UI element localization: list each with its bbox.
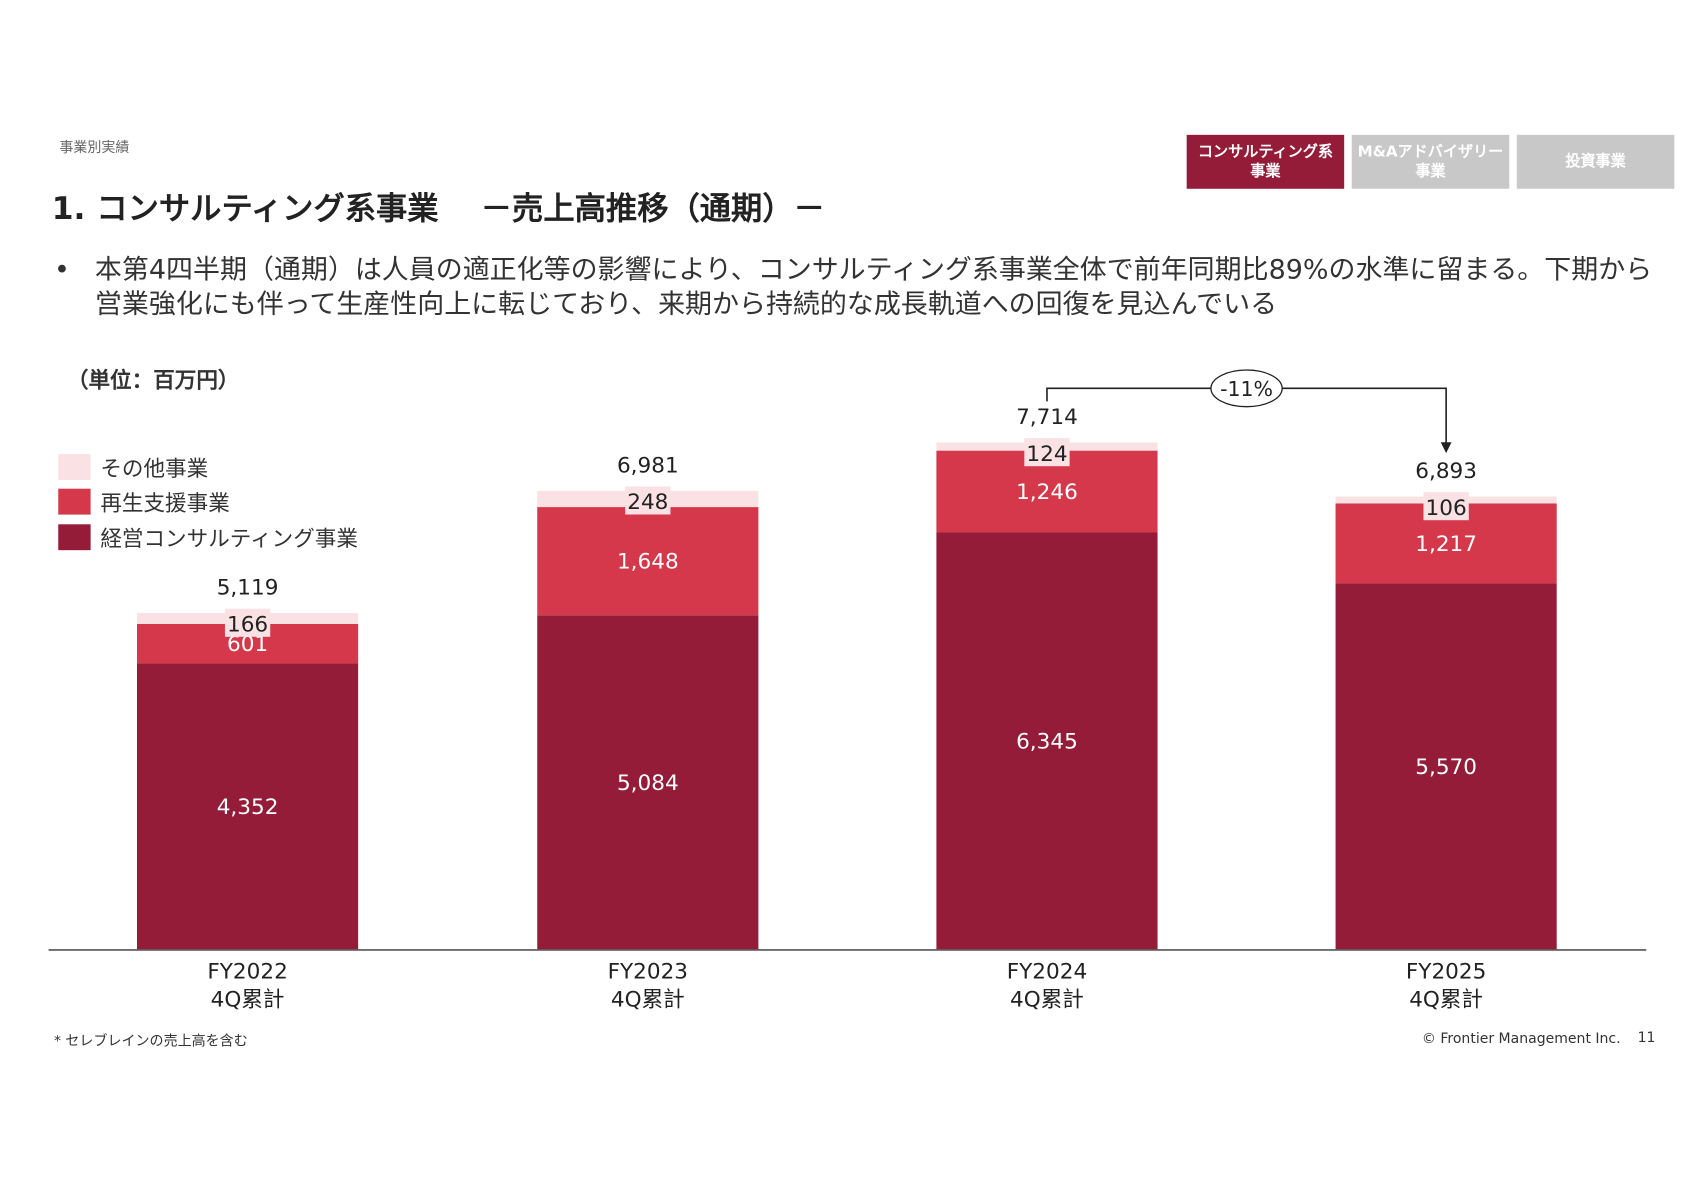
segment-label: 106 — [1426, 496, 1467, 521]
tab-label: コンサルティング系 事業 — [1197, 143, 1333, 181]
x-tick-label: FY2023 — [608, 959, 688, 984]
legend-swatch — [58, 453, 91, 480]
tab-label: 投資事業 — [1565, 153, 1626, 171]
page-title: 1. コンサルティング系事業 －売上高推移（通期）－ — [51, 189, 825, 227]
bar-segment-management-consulting — [936, 532, 1158, 950]
segment-label: 5,570 — [1415, 755, 1477, 780]
bullet-text: 本第4四半期（通期）は人員の適正化等の影響により、コンサルティング系事業全体で前… — [94, 253, 1653, 320]
segment-label: 4,352 — [217, 795, 279, 820]
tab-consulting[interactable]: コンサルティング系 事業 — [1186, 134, 1345, 189]
x-tick-label: FY2025 — [1406, 959, 1486, 984]
x-tick-label: 4Q累計 — [611, 988, 685, 1013]
legend-management-consulting: 経営コンサルティング事業 — [58, 521, 358, 552]
tab-investment[interactable]: 投資事業 — [1516, 134, 1675, 189]
bar-segment-management-consulting — [537, 615, 759, 950]
page-number: 11 — [1637, 1030, 1656, 1047]
breadcrumb: 事業別実績 — [59, 140, 130, 157]
unit-label: （単位：百万円） — [66, 366, 240, 393]
legend-label: 経営コンサルティング事業 — [100, 525, 358, 552]
other-label-box — [224, 608, 271, 637]
bar-segment-management-consulting — [137, 663, 359, 950]
segment-label: 1,217 — [1415, 532, 1477, 557]
change-badge — [1210, 369, 1283, 408]
segment-label: 1,246 — [1016, 480, 1078, 505]
segment-label: 166 — [227, 612, 268, 637]
legend-other: その他事業 — [58, 451, 208, 482]
change-label: -11% — [1220, 377, 1273, 401]
legend-label: 再生支援事業 — [100, 489, 230, 516]
x-tick-label: 4Q累計 — [211, 988, 285, 1013]
segment-label: 1,648 — [617, 550, 679, 575]
legend-swatch — [58, 523, 91, 550]
segment-label: 5,084 — [617, 771, 679, 796]
total-label: 5,119 — [217, 576, 279, 601]
legend-revitalization: 再生支援事業 — [58, 485, 230, 516]
tab-ma-advisory[interactable]: M&Aアドバイザリー 事業 — [1351, 134, 1510, 189]
other-label-box — [1024, 438, 1070, 467]
segment-label: 124 — [1026, 442, 1067, 467]
x-tick-label: 4Q累計 — [1409, 988, 1483, 1013]
total-label: 7,714 — [1016, 405, 1078, 430]
copyright: © Frontier Management Inc. — [1421, 1031, 1621, 1048]
x-tick-label: FY2024 — [1007, 959, 1087, 984]
bar-segment-revitalization — [537, 507, 759, 616]
arrow-head-icon — [1440, 442, 1452, 454]
total-label: 6,893 — [1415, 459, 1477, 484]
legend-swatch — [58, 488, 91, 515]
segment-label: 248 — [627, 490, 668, 515]
bullet-marker: • — [53, 253, 70, 285]
total-label: 6,981 — [617, 453, 679, 478]
x-tick-label: FY2022 — [207, 959, 287, 984]
footnote: * セレブレインの売上高を含む — [53, 1033, 248, 1050]
segment-label: 6,345 — [1016, 729, 1078, 754]
bar-segment-management-consulting — [1335, 583, 1557, 950]
other-label-box — [1423, 492, 1469, 521]
legend-label: その他事業 — [100, 455, 209, 482]
x-tick-label: 4Q累計 — [1010, 988, 1084, 1013]
other-label-box — [625, 486, 671, 515]
tab-label: M&Aアドバイザリー 事業 — [1357, 143, 1504, 181]
